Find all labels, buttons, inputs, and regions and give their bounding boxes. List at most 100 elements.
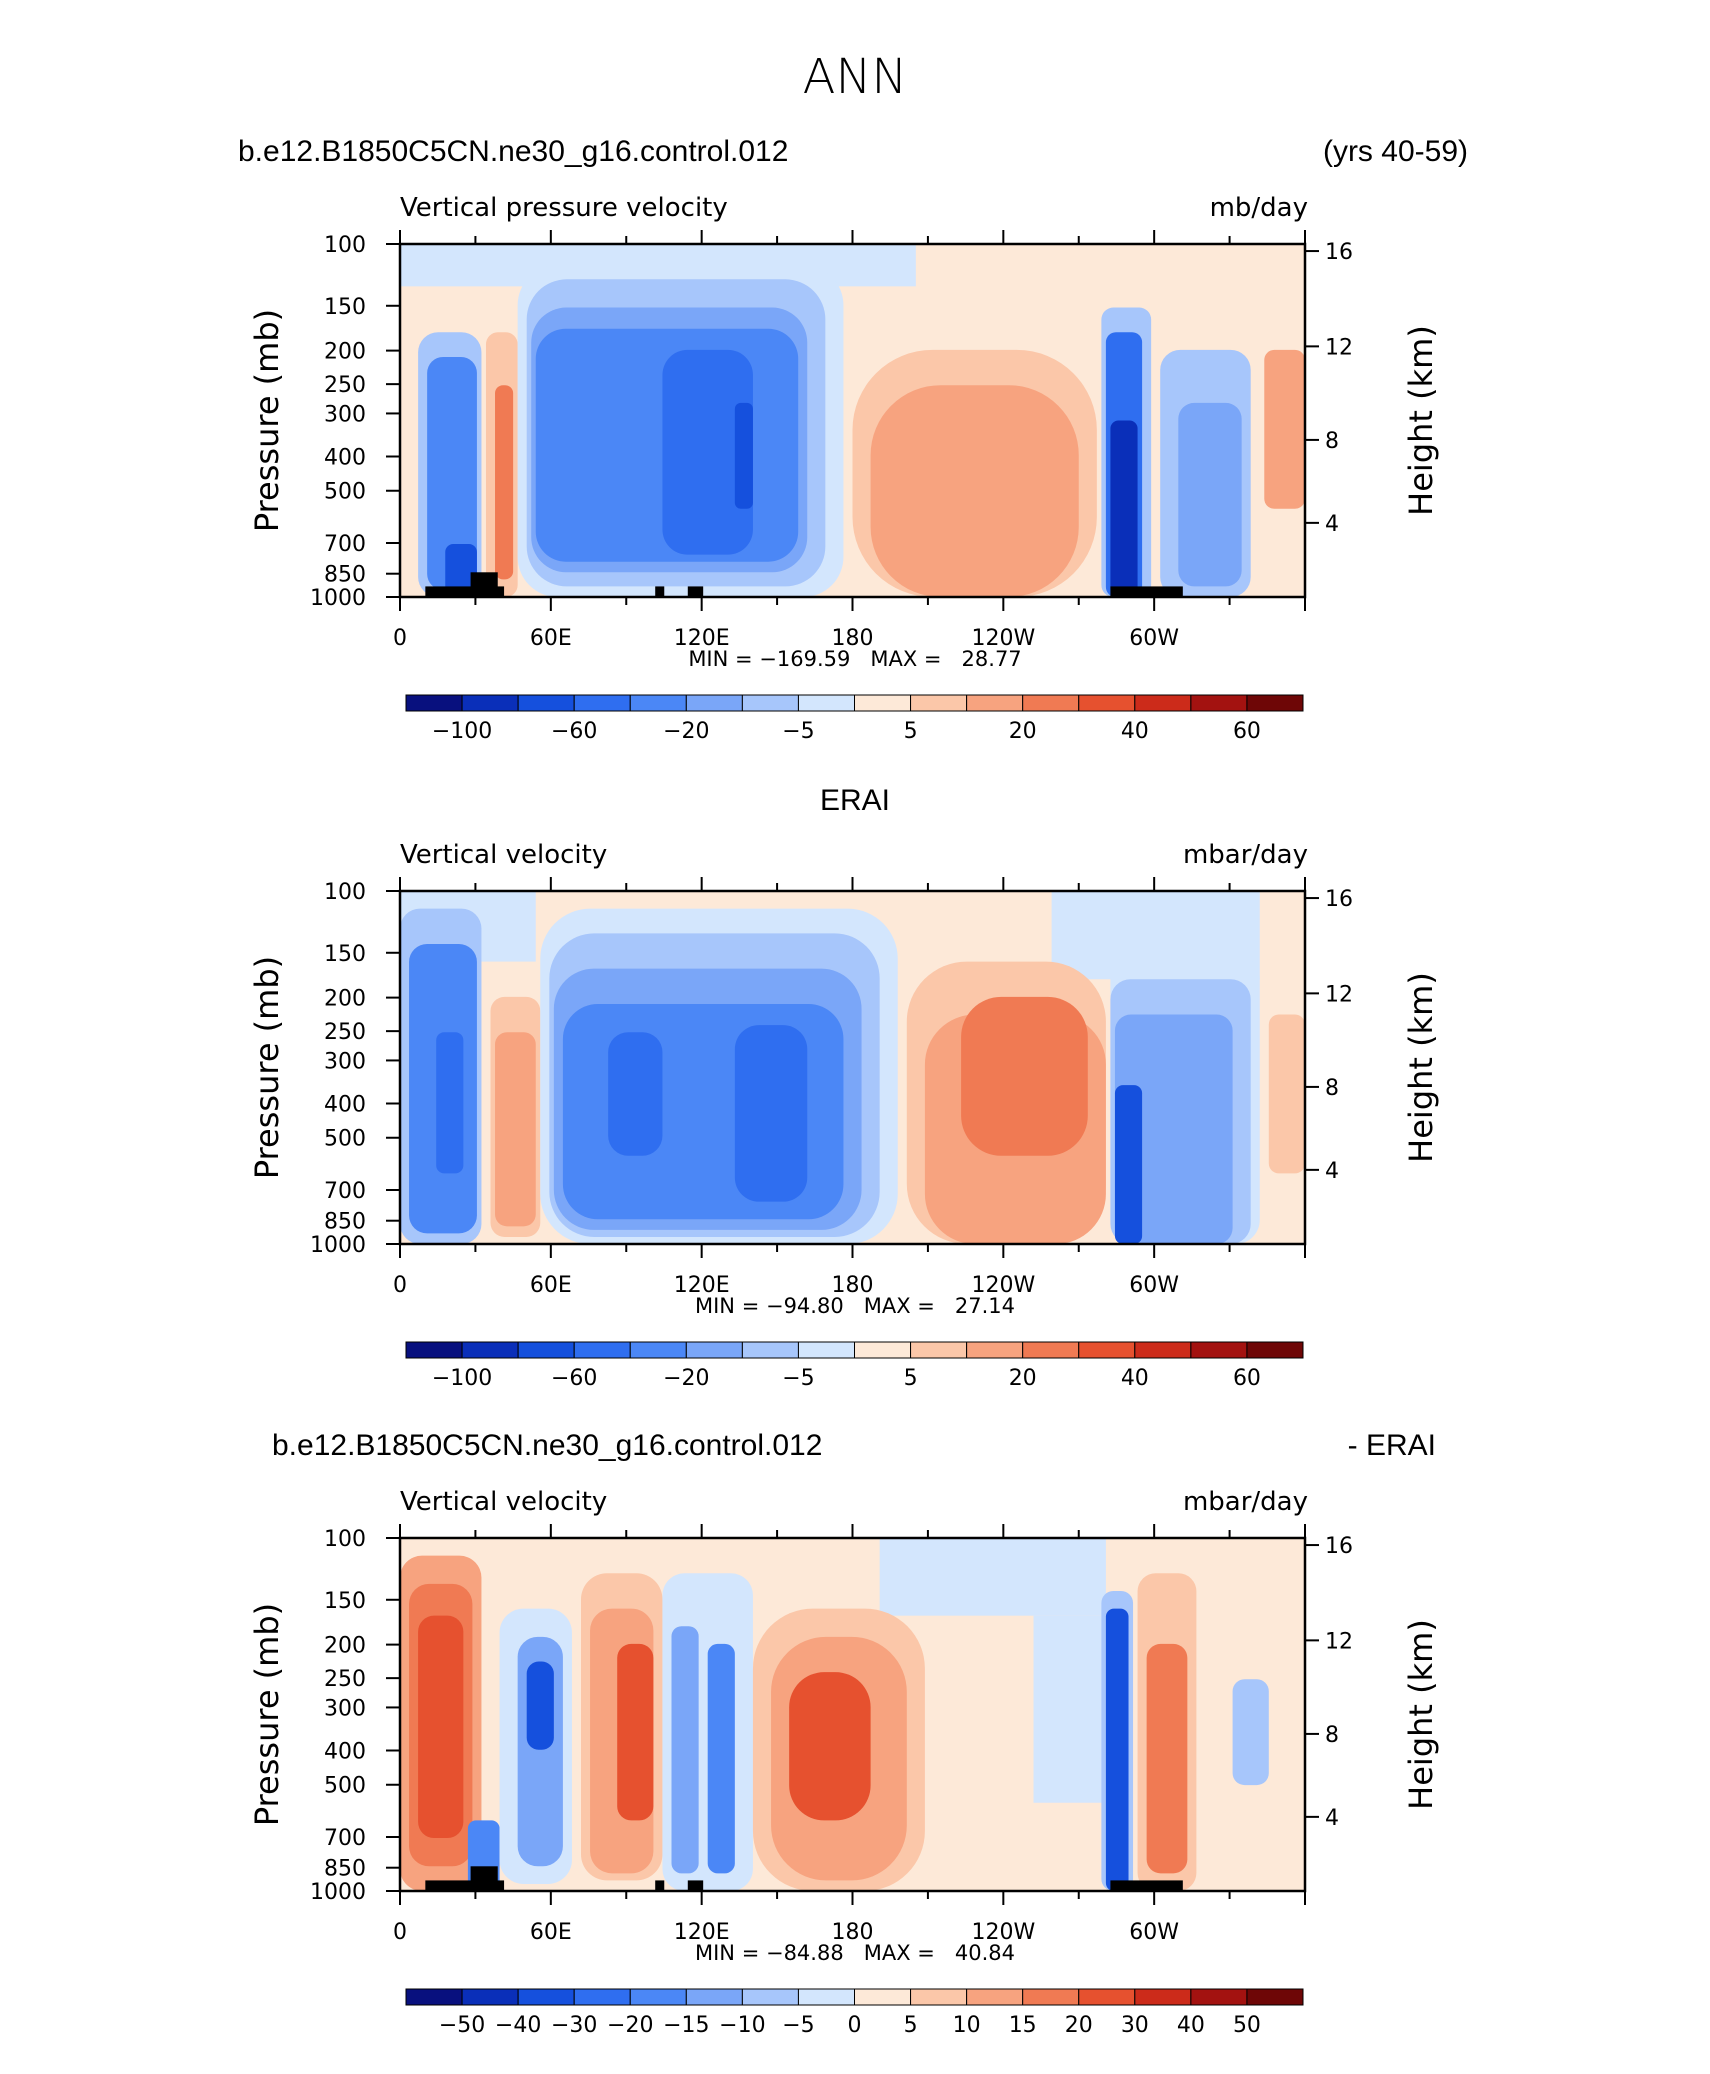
y-axis-label: Pressure (mb) xyxy=(248,956,286,1179)
colorbar-swatch xyxy=(1078,694,1136,712)
colorbar-label: −20 xyxy=(607,2013,653,2038)
y-tick-label: 300 xyxy=(324,1049,366,1074)
colorbar-swatch xyxy=(910,1341,968,1359)
colorbar-swatch xyxy=(573,1988,631,2006)
colorbar-label: 20 xyxy=(1065,2013,1093,2038)
y-tick-label: 250 xyxy=(324,373,366,398)
contour-clip xyxy=(400,1538,1305,1891)
colorbar-label: −40 xyxy=(495,2013,541,2038)
y-tick-label: 200 xyxy=(324,1634,366,1659)
panel-title-right: (yrs 40-59) xyxy=(1323,135,1468,168)
panel-title-right: - ERAI xyxy=(1348,1429,1436,1462)
colorbar-swatch xyxy=(1078,1988,1136,2006)
colorbar-label: 5 xyxy=(904,2013,918,2038)
contour-region xyxy=(617,1643,654,1821)
y2-tick-label: 16 xyxy=(1325,887,1353,912)
colorbar-swatch xyxy=(517,1988,575,2006)
colorbar-swatch xyxy=(1246,694,1304,712)
colorbar-swatch xyxy=(1022,694,1080,712)
land-mask xyxy=(655,1880,665,1891)
contour-region xyxy=(734,1025,808,1202)
land-mask xyxy=(655,586,665,597)
contour-region xyxy=(526,1661,554,1750)
panel-units: mbar/day xyxy=(1183,840,1308,870)
panel-subtitle: Vertical pressure velocity xyxy=(400,193,728,223)
contour-region xyxy=(608,1032,663,1156)
chart-panel-3: b.e12.B1850C5CN.ne30_g16.control.012 - ER… xyxy=(248,1429,1440,2038)
colorbar-swatch xyxy=(629,1988,687,2006)
y-tick-label: 200 xyxy=(324,987,366,1012)
y-tick-label: 850 xyxy=(324,1210,366,1235)
contour-region xyxy=(734,402,753,509)
y2-tick-label: 12 xyxy=(1325,335,1353,360)
contour-region xyxy=(961,996,1088,1156)
colorbar-swatch xyxy=(1078,1341,1136,1359)
x-tick-label: 60W xyxy=(1129,1273,1179,1298)
contour-field xyxy=(400,1538,1305,1891)
min-max-stats: MIN = −169.59 MAX = 28.77 xyxy=(688,647,1021,671)
y-tick-label: 850 xyxy=(324,1857,366,1882)
y2-tick-label: 16 xyxy=(1325,240,1353,265)
y-tick-label: 100 xyxy=(324,880,366,905)
colorbar-swatch xyxy=(1022,1341,1080,1359)
colorbar-swatch xyxy=(461,1341,519,1359)
contour-region xyxy=(789,1672,871,1821)
contour-region xyxy=(1178,402,1242,587)
contour-region xyxy=(1232,1679,1269,1786)
colorbar-swatch xyxy=(966,1341,1024,1359)
y2-tick-label: 4 xyxy=(1325,1159,1339,1184)
colorbar-swatch xyxy=(629,1341,687,1359)
colorbar-label: −5 xyxy=(782,719,814,744)
colorbar-label: −15 xyxy=(663,2013,709,2038)
colorbar-label: 10 xyxy=(953,2013,981,2038)
y2-axis-label: Height (km) xyxy=(1402,1619,1440,1810)
y2-tick-label: 8 xyxy=(1325,1723,1339,1748)
colorbar-swatch xyxy=(797,1341,855,1359)
y-tick-label: 500 xyxy=(324,1774,366,1799)
y-tick-label: 500 xyxy=(324,480,366,505)
land-mask xyxy=(687,586,704,597)
contour-region xyxy=(1146,1643,1188,1874)
y2-tick-label: 12 xyxy=(1325,982,1353,1007)
colorbar-label: 40 xyxy=(1121,719,1149,744)
x-tick-label: 0 xyxy=(393,1273,407,1298)
panel-title: ERAI xyxy=(820,784,890,817)
panel-units: mbar/day xyxy=(1183,1487,1308,1517)
land-mask xyxy=(470,572,498,597)
colorbar-swatch xyxy=(1134,1988,1192,2006)
colorbar-label: −10 xyxy=(719,2013,765,2038)
colorbar-swatch xyxy=(854,694,912,712)
colorbar-swatch xyxy=(1134,694,1192,712)
colorbar-label: −5 xyxy=(782,2013,814,2038)
colorbar-swatch xyxy=(405,1988,463,2006)
colorbar-swatch xyxy=(966,694,1024,712)
y-tick-label: 700 xyxy=(324,532,366,557)
land-mask xyxy=(425,1880,505,1891)
colorbar-swatch xyxy=(910,1988,968,2006)
y2-tick-label: 8 xyxy=(1325,429,1339,454)
contour-region xyxy=(418,1615,464,1839)
x-tick-label: 180 xyxy=(832,1920,874,1945)
panel-title: b.e12.B1850C5CN.ne30_g16.control.012 xyxy=(238,135,788,168)
x-tick-label: 180 xyxy=(832,626,874,651)
colorbar-swatch xyxy=(685,694,743,712)
contour-region xyxy=(427,356,477,590)
colorbar-label: −30 xyxy=(551,2013,597,2038)
land-mask xyxy=(1110,1880,1183,1891)
x-tick-label: 60W xyxy=(1129,626,1179,651)
colorbar-label: 15 xyxy=(1009,2013,1037,2038)
y-tick-label: 500 xyxy=(324,1127,366,1152)
contour-region xyxy=(870,385,1079,597)
colorbar-label: −20 xyxy=(663,1366,709,1391)
y-tick-label: 400 xyxy=(324,1093,366,1118)
y2-tick-label: 8 xyxy=(1325,1076,1339,1101)
y2-tick-label: 4 xyxy=(1325,512,1339,537)
contour-region xyxy=(495,1032,536,1227)
y-tick-label: 150 xyxy=(324,942,366,967)
colorbar-label: −100 xyxy=(432,1366,492,1391)
x-tick-label: 60E xyxy=(530,1273,572,1298)
x-tick-label: 60E xyxy=(530,626,572,651)
colorbar-swatch xyxy=(1190,1988,1248,2006)
contour-region xyxy=(879,1538,1106,1616)
y-tick-label: 850 xyxy=(324,563,366,588)
